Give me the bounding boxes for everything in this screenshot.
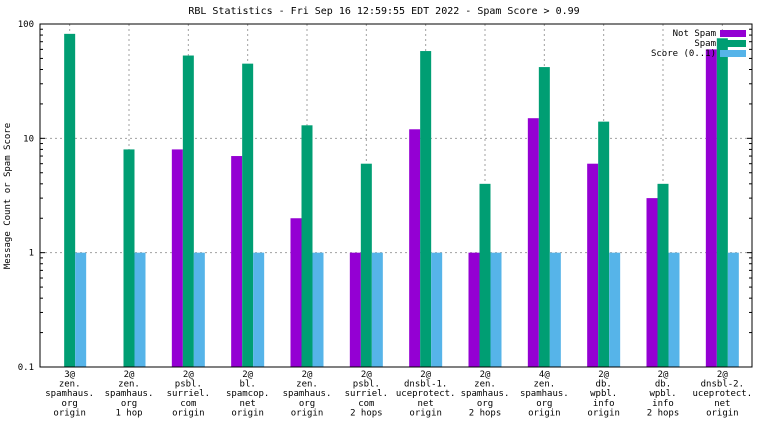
x-tick-label: 2@ psbl. surriel. com origin <box>167 370 210 418</box>
x-tick-label: 4@ zen. spamhaus. org origin <box>520 370 569 418</box>
bar-spam <box>479 183 491 367</box>
bar-not-spam <box>349 252 361 367</box>
bar-spam <box>182 55 194 367</box>
bar-score-0-1- <box>253 252 265 367</box>
y-tick-label: 100 <box>18 20 34 30</box>
bar-spam <box>64 33 76 368</box>
bar-score-0-1- <box>727 252 739 367</box>
bar-not-spam <box>290 218 302 367</box>
bar-score-0-1- <box>75 252 87 367</box>
bar-score-0-1- <box>668 252 680 367</box>
x-tick-label: 2@ zen. spamhaus. org origin <box>283 370 332 418</box>
y-axis-label: Message Count or Spam Score <box>3 123 13 269</box>
plot-border <box>39 23 753 368</box>
bar-spam <box>301 125 313 367</box>
legend-swatch <box>720 40 746 47</box>
bar-not-spam <box>705 49 717 367</box>
y-tick-label: 0.1 <box>18 363 34 373</box>
bar-spam <box>123 149 135 367</box>
x-tick-label: 2@ psbl. surriel. com 2 hops <box>345 370 388 418</box>
x-tick-label: 3@ zen. spamhaus. org origin <box>45 370 94 418</box>
chart-title: RBL Statistics - Fri Sep 16 12:59:55 EDT… <box>188 6 580 17</box>
legend-swatch <box>720 30 746 37</box>
x-tick-label: 2@ dnsbl-1. uceprotect. net origin <box>396 370 456 418</box>
legend-label: Not Spam <box>673 29 716 39</box>
bar-score-0-1- <box>431 252 443 367</box>
bar-score-0-1- <box>134 252 146 367</box>
bar-not-spam <box>171 149 183 367</box>
bar-not-spam <box>646 198 658 367</box>
bar-spam <box>657 183 669 367</box>
bar-spam <box>360 163 372 367</box>
y-tick-label: 1 <box>29 249 34 259</box>
bar-spam <box>716 38 728 367</box>
bar-score-0-1- <box>371 252 383 367</box>
x-tick-label: 2@ db. wpbl. info 2 hops <box>647 370 680 418</box>
bar-score-0-1- <box>490 252 502 367</box>
x-tick-label: 2@ zen. spamhaus. org 2 hops <box>461 370 510 418</box>
x-tick-label: 2@ zen. spamhaus. org 1 hop <box>105 370 154 418</box>
bar-spam <box>598 121 610 367</box>
bar-score-0-1- <box>193 252 205 367</box>
x-tick-label: 2@ db. wpbl. info origin <box>587 370 620 418</box>
bar-score-0-1- <box>609 252 621 367</box>
bar-spam <box>420 51 432 367</box>
bar-score-0-1- <box>549 252 561 367</box>
y-tick-label: 10 <box>23 134 34 144</box>
x-tick-label: 2@ bl. spamcop. net origin <box>226 370 269 418</box>
bar-spam <box>242 63 254 368</box>
x-tick-label: 2@ dnsbl-2. uceprotect. net origin <box>693 370 753 418</box>
bar-not-spam <box>587 163 599 367</box>
bar-not-spam <box>231 156 243 367</box>
legend-label: Score (0..1) <box>651 49 716 59</box>
bar-not-spam <box>409 129 421 367</box>
legend-label: Spam <box>694 39 716 49</box>
bar-not-spam <box>468 252 480 367</box>
bar-not-spam <box>527 118 539 368</box>
bar-score-0-1- <box>312 252 324 367</box>
bar-spam <box>538 67 550 367</box>
legend-swatch <box>720 50 746 57</box>
